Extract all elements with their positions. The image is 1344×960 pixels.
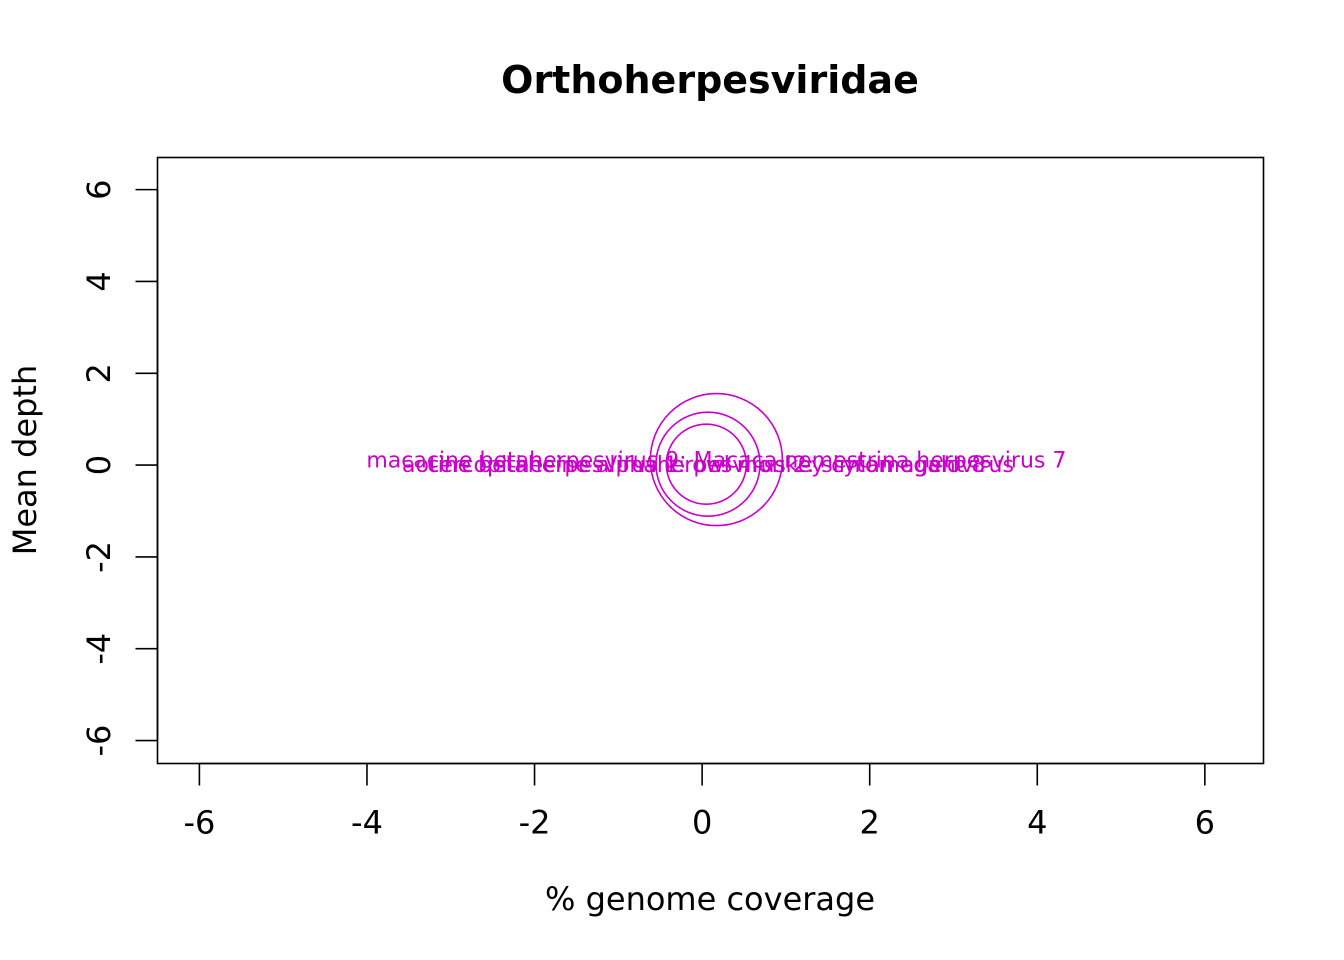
y-tick-label: 0: [80, 455, 118, 475]
data-point: [655, 411, 761, 517]
x-tick-label: -4: [351, 804, 383, 842]
y-tick-label: 2: [80, 363, 118, 383]
data-point: [649, 392, 784, 527]
data-point-label: cercopithecine alphaherpesvirus 2: simia…: [427, 453, 985, 478]
y-tick-label: 4: [80, 271, 118, 291]
data-point-label: aotine betaherpesvirus 1: owl monkey cyt…: [402, 453, 1014, 478]
y-axis-label: Mean depth: [6, 365, 44, 556]
x-axis-label: % genome coverage: [545, 880, 875, 918]
x-tick-label: 0: [692, 804, 712, 842]
chart-title: Orthoherpesviridae: [501, 58, 919, 102]
y-tick-label: 6: [80, 179, 118, 199]
x-tick-label: 6: [1195, 804, 1215, 842]
x-tick-label: -6: [183, 804, 215, 842]
y-tick-label: -4: [80, 633, 118, 665]
y-tick-label: -6: [80, 725, 118, 757]
x-tick-label: 2: [860, 804, 880, 842]
x-axis: -6 -4 -2 0 2 4 6: [183, 762, 1215, 842]
y-tick-label: -2: [80, 541, 118, 573]
x-tick-label: 4: [1027, 804, 1047, 842]
data-point-label: macacine betaherpesvirus 9: Macaca nemes…: [366, 449, 1066, 474]
data-point: [665, 423, 748, 505]
x-tick-label: -2: [519, 804, 551, 842]
y-axis: -6 -4 -2 0 2 4 6: [80, 179, 159, 757]
data-points: macacine betaherpesvirus 9: Macaca nemes…: [366, 392, 1066, 527]
